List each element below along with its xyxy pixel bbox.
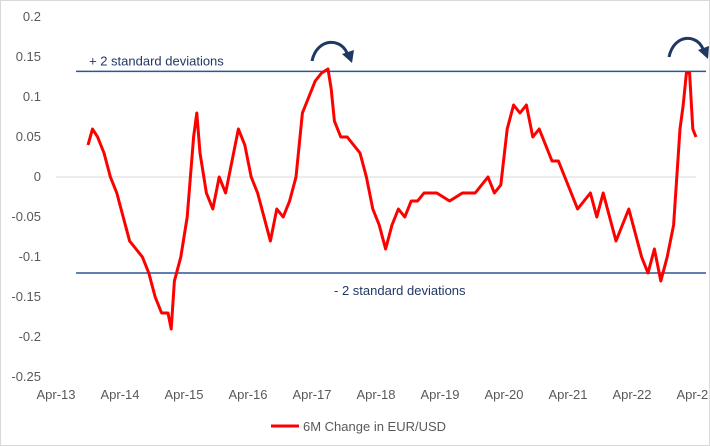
x-tick-label: Apr-13 (36, 387, 75, 402)
x-tick-label: Apr-14 (100, 387, 139, 402)
x-tick-label: Apr-22 (612, 387, 651, 402)
reference-lines: + 2 standard deviations - 2 standard devi… (76, 53, 706, 298)
y-tick-label: 0 (34, 169, 41, 184)
x-tick-label: Apr-23 (676, 387, 709, 402)
curved-arrow-icon (667, 36, 706, 58)
curved-arrow-icon (310, 40, 350, 62)
y-axis-ticks: -0.25 -0.2 -0.15 -0.1 -0.05 0 0.05 0.1 0.15 0.2 (11, 9, 41, 384)
arrow-annotations (310, 36, 709, 63)
x-tick-label: Apr-21 (548, 387, 587, 402)
x-tick-label: Apr-16 (228, 387, 267, 402)
x-tick-label: Apr-19 (420, 387, 459, 402)
x-axis-ticks: Apr-13 Apr-14 Apr-15 Apr-16 Apr-17 Apr-18 Apr-… (36, 387, 709, 402)
legend-label: 6M Change in EUR/USD (303, 419, 446, 434)
x-tick-label: Apr-20 (484, 387, 523, 402)
legend: 6M Change in EUR/USD (271, 419, 446, 434)
y-tick-label: 0.1 (23, 89, 41, 104)
y-tick-label: -0.15 (11, 289, 41, 304)
reference-label: - 2 standard deviations (334, 283, 466, 298)
y-tick-label: -0.05 (11, 209, 41, 224)
y-tick-label: -0.2 (19, 329, 41, 344)
y-tick-label: 0.2 (23, 9, 41, 24)
x-tick-label: Apr-18 (356, 387, 395, 402)
arrowhead-icon (698, 46, 709, 59)
x-tick-label: Apr-15 (164, 387, 203, 402)
series-layer (86, 67, 698, 331)
x-tick-label: Apr-17 (292, 387, 331, 402)
y-tick-label: -0.1 (19, 249, 41, 264)
y-tick-label: 0.15 (16, 49, 41, 64)
y-tick-label: 0.05 (16, 129, 41, 144)
y-tick-label: -0.25 (11, 369, 41, 384)
reference-label: + 2 standard deviations (89, 53, 224, 68)
series-line (86, 67, 698, 331)
arrowhead-icon (342, 50, 354, 63)
